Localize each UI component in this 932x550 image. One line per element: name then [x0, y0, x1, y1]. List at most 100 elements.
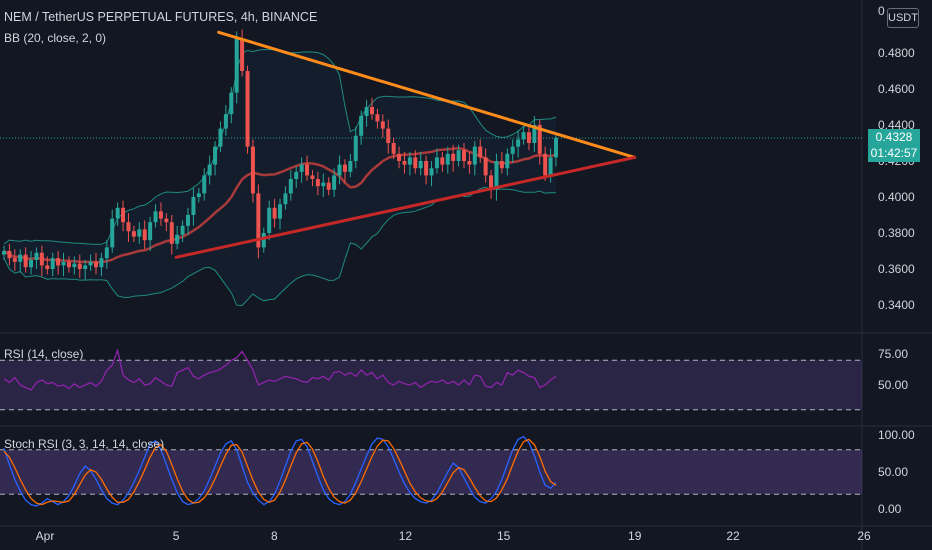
candle-body [505, 153, 510, 169]
candle-body [326, 182, 331, 190]
candle-body [164, 218, 169, 223]
candle-body [234, 38, 239, 93]
candle-body [229, 92, 234, 115]
candle-body [543, 153, 548, 176]
candle-body [18, 254, 23, 262]
candle-body [364, 107, 369, 116]
price-tick-label: 0 [878, 4, 885, 18]
upper-trendline [217, 30, 637, 159]
candle-body [278, 204, 282, 219]
candle-body [115, 207, 120, 219]
candle-body [223, 114, 228, 129]
candle-body [305, 164, 310, 176]
candle-body [83, 265, 88, 269]
candle-body [213, 146, 218, 165]
candle-body [148, 222, 153, 241]
candle-body [380, 121, 385, 129]
candle-body [283, 193, 288, 205]
candle-body [451, 153, 456, 161]
candle-body [315, 179, 320, 187]
candle-body [218, 128, 223, 147]
candle-body [61, 261, 66, 266]
candle-body [348, 161, 353, 172]
candle-body [88, 261, 93, 266]
last-price-tag: 0.4328 [868, 129, 920, 145]
candle-body [467, 161, 472, 165]
candle-body [429, 168, 434, 176]
candle-body [137, 229, 142, 237]
candle-body [494, 161, 499, 190]
candle-body [294, 171, 299, 179]
price-tick-label: 0.4800 [878, 46, 915, 60]
candle-body [391, 143, 396, 154]
candle-body [299, 164, 304, 172]
candle-body [359, 116, 364, 136]
candle-body [337, 164, 342, 176]
candle-body [186, 215, 190, 226]
candle-body [288, 179, 293, 194]
time-tick-label: Apr [36, 529, 55, 543]
candle-body [472, 146, 477, 165]
rsi-label[interactable]: RSI (14, close) [4, 347, 84, 361]
candle-body [50, 258, 55, 269]
candle-body [489, 175, 494, 190]
candle-body [104, 247, 109, 259]
price-tick-label: 0.4400 [878, 118, 915, 132]
candle-body [342, 164, 347, 172]
lower-trendline [174, 155, 637, 259]
price-tick-label: 0.3600 [878, 262, 915, 276]
candle-body [34, 252, 39, 260]
candle-body [310, 175, 315, 179]
candle-body [99, 258, 104, 268]
candle-body [353, 135, 358, 161]
candle-body [332, 175, 337, 190]
candle-body [424, 161, 429, 176]
price-tick-label: 0.4600 [878, 82, 915, 96]
candle-body [272, 207, 277, 219]
candle-body [2, 251, 6, 255]
candle-body [554, 137, 558, 158]
candle-body [131, 231, 136, 237]
time-tick-label: 8 [271, 529, 278, 543]
stoch-d-line [3, 438, 557, 506]
candle-body [142, 229, 147, 241]
bar-countdown-tag: 01:42:57 [868, 145, 920, 162]
currency-button[interactable]: USDT [887, 8, 919, 28]
candle-body [66, 261, 71, 268]
price-tick-label: 0.4000 [878, 190, 915, 204]
candle-body [202, 175, 207, 194]
candle-body [45, 265, 50, 269]
candle-body [402, 161, 407, 165]
stoch-rsi-label[interactable]: Stoch RSI (3, 3, 14, 14, close) [4, 437, 165, 451]
candle-body [548, 157, 553, 176]
time-tick-label: 12 [399, 529, 413, 543]
candle-body [153, 211, 158, 223]
candle-body [375, 114, 380, 122]
candle-body [72, 263, 77, 268]
candle-body [521, 132, 526, 140]
candle-body [516, 139, 521, 147]
candle-body [94, 261, 98, 268]
stoch-tick-label: 0.00 [878, 502, 902, 516]
candle-body [462, 150, 466, 161]
candle-body [510, 146, 515, 154]
time-tick-label: 22 [726, 529, 740, 543]
candle-body [196, 193, 201, 197]
rsi-tick-label: 50.00 [878, 378, 908, 392]
candle-body [478, 146, 483, 158]
candle-body [418, 161, 423, 169]
candle-body [250, 146, 255, 194]
candle-body [23, 254, 28, 268]
candle-body [110, 218, 115, 248]
price-tick-label: 0.3400 [878, 298, 915, 312]
candle-body [321, 182, 326, 187]
candle-body [261, 233, 266, 248]
candle-body [526, 132, 531, 143]
candle-body [256, 193, 261, 248]
candle-body [413, 157, 418, 169]
bollinger-label[interactable]: BB (20, close, 2, 0) [4, 31, 107, 45]
time-tick-label: 5 [173, 529, 180, 543]
stoch-k-line [3, 435, 557, 507]
